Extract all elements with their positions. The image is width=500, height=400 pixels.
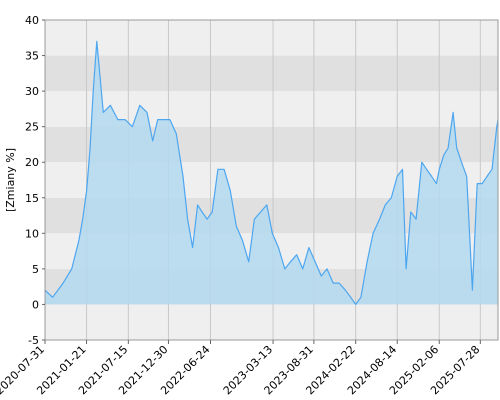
y-tick-label: 40 <box>25 14 39 27</box>
background-band <box>45 304 498 340</box>
plot-frame <box>44 19 499 341</box>
y-tick-label: 35 <box>25 50 39 63</box>
y-tick-label: 10 <box>25 227 39 240</box>
y-axis-ticks: -5 0 5 10 15 20 25 30 35 40 <box>25 14 45 347</box>
y-tick-label: 20 <box>25 156 39 169</box>
y-tick-label: 15 <box>25 192 39 205</box>
x-axis-ticks: 2020-07-312021-01-212021-07-152021-12-30… <box>0 340 482 397</box>
series-layer <box>44 40 499 305</box>
y-tick-label: 25 <box>25 121 39 134</box>
y-axis-title: [Zmiany %] <box>4 148 17 212</box>
series-line <box>44 40 499 305</box>
y-tick-label: 5 <box>32 263 39 276</box>
background-band <box>45 20 498 56</box>
y-tick-label: 30 <box>25 85 39 98</box>
series-area <box>45 41 498 305</box>
y-tick-label: 0 <box>32 298 39 311</box>
y-tick-label: -5 <box>28 334 39 347</box>
background-band <box>45 55 498 92</box>
